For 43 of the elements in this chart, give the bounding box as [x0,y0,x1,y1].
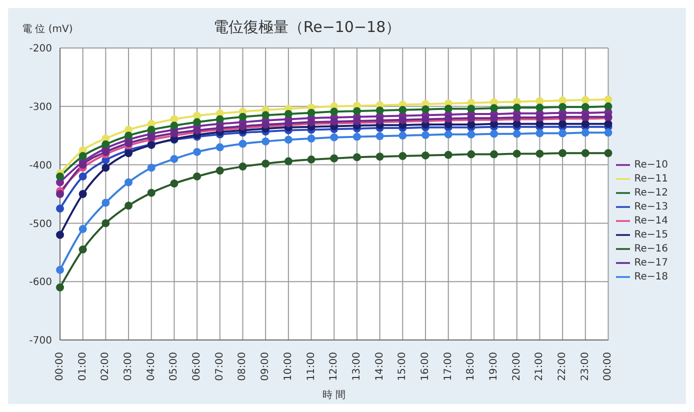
legend-label: Re−17 [634,258,668,269]
legend-label: Re−16 [634,244,668,255]
legend-label: Re−12 [634,188,668,199]
x-tick-label: 02:00 [100,352,112,381]
x-tick-label: 14:00 [374,352,386,381]
y-tick-label: -600 [29,277,52,288]
legend-label: Re−15 [634,230,668,241]
x-tick-label: 08:00 [237,352,248,381]
x-tick-label: 00:00 [54,352,66,381]
x-tick-label: 12:00 [328,352,340,381]
x-tick-label: 09:00 [260,352,272,381]
legend-label: Re−11 [634,174,668,185]
x-tick-label: 18:00 [466,352,477,381]
y-axis-title: 電 位 (mV) [22,23,73,36]
chart-title: 電位復極量（Re−10−18） [213,18,401,36]
x-tick-label: 15:00 [397,352,408,381]
y-tick-label: -700 [29,336,52,347]
x-tick-label: 01:00 [77,352,88,381]
x-tick-label: 05:00 [168,352,180,381]
x-tick-label: 22:00 [557,352,568,381]
x-tick-label: 16:00 [420,352,431,381]
x-tick-label: 06:00 [192,352,203,381]
legend-label: Re−18 [634,272,668,283]
legend-label: Re−10 [634,160,668,171]
y-tick-label: -200 [29,44,52,55]
x-tick-label: 21:00 [534,352,546,381]
x-tick-label: 23:00 [580,352,591,381]
y-tick-label: -300 [29,102,52,113]
x-tick-label: 07:00 [214,352,226,381]
x-tick-label: 19:00 [488,352,500,381]
x-tick-label: 13:00 [351,352,362,381]
x-tick-label: 00:00 [602,352,614,381]
x-axis-title: 時 間 [322,389,346,401]
x-tick-label: 10:00 [282,352,294,381]
x-tick-label: 04:00 [146,352,157,381]
x-tick-label: 20:00 [511,352,522,381]
x-tick-label: 11:00 [306,352,317,381]
x-tick-label: 03:00 [123,352,134,381]
legend-label: Re−14 [634,216,668,227]
y-tick-label: -400 [29,160,52,172]
y-tick-label: -500 [29,218,52,230]
x-tick-label: 17:00 [442,352,454,381]
legend-label: Re−13 [634,202,668,213]
